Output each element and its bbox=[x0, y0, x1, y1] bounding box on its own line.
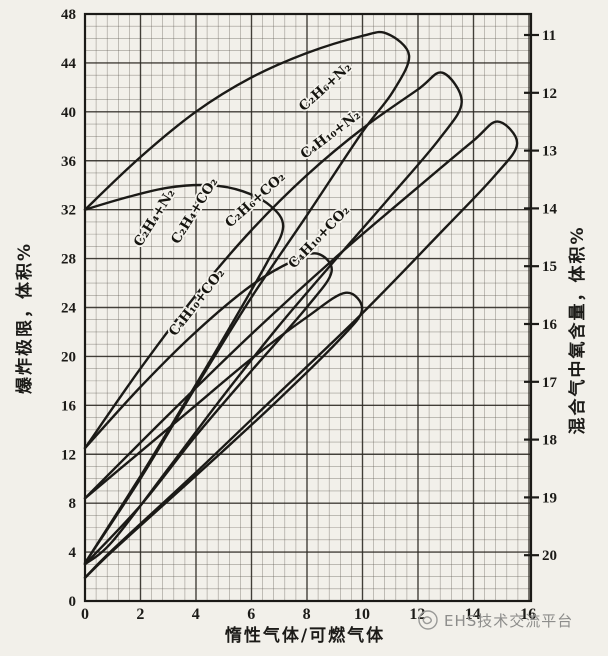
right-tick-15: 15 bbox=[542, 259, 557, 275]
x-tick-10: 10 bbox=[354, 606, 370, 623]
curve-label-6: C₄H₁₀+CO₂ bbox=[166, 266, 229, 340]
x-tick-16: 16 bbox=[520, 606, 536, 623]
left-tick-20: 20 bbox=[61, 349, 76, 365]
right-tick-16: 16 bbox=[542, 317, 558, 333]
left-tick-48: 48 bbox=[61, 7, 76, 23]
ehs-badge-glyph bbox=[422, 616, 432, 625]
left-tick-28: 28 bbox=[61, 252, 76, 268]
left-tick-36: 36 bbox=[61, 154, 77, 170]
curve-label-5: C₄H₁₀+CO₂ bbox=[285, 202, 353, 271]
curve-c2h4-co2 bbox=[83, 183, 285, 565]
right-tick-11: 11 bbox=[542, 28, 556, 44]
curve-c4h10-co2 bbox=[83, 291, 364, 579]
x-axis-title: 惰性气体/可燃气体 bbox=[225, 625, 385, 646]
x-axis: 惰性气体/可燃气体 0 2 4 6 8 10 12 14 16 bbox=[81, 606, 536, 646]
x-tick-0: 0 bbox=[81, 606, 89, 623]
right-tick-12: 12 bbox=[542, 86, 557, 102]
right-tick-17: 17 bbox=[542, 375, 558, 391]
right-tick-18: 18 bbox=[542, 433, 557, 449]
curve-c4h10-n2 bbox=[83, 120, 519, 579]
right-tick-14: 14 bbox=[542, 201, 558, 217]
curves-layer bbox=[83, 30, 519, 579]
left-tick-44: 44 bbox=[61, 56, 77, 72]
right-axis-title: 混合气中氧含量，体积% bbox=[567, 225, 588, 434]
ehs-badge-icon bbox=[418, 610, 438, 630]
right-tick-19: 19 bbox=[542, 490, 557, 506]
right-axis: 混合气中氧含量，体积% 11 12 13 14 15 16 17 18 19 20 bbox=[524, 28, 588, 564]
grid-layer bbox=[84, 13, 531, 602]
left-tick-0: 0 bbox=[69, 594, 77, 610]
left-tick-8: 8 bbox=[69, 496, 77, 512]
watermark: EHS技术交流平台 bbox=[418, 610, 573, 630]
x-tick-2: 2 bbox=[136, 606, 144, 623]
right-tick-13: 13 bbox=[542, 144, 557, 160]
left-tick-24: 24 bbox=[61, 301, 77, 317]
watermark-text: EHS技术交流平台 bbox=[444, 612, 573, 630]
left-tick-12: 12 bbox=[61, 447, 76, 463]
left-tick-4: 4 bbox=[69, 545, 77, 561]
left-tick-32: 32 bbox=[61, 203, 76, 219]
right-tick-20: 20 bbox=[542, 548, 557, 564]
x-tick-8: 8 bbox=[303, 606, 311, 623]
x-tick-6: 6 bbox=[247, 606, 255, 623]
curve-c2h6-co2 bbox=[83, 252, 333, 566]
left-tick-16: 16 bbox=[61, 398, 77, 414]
left-tick-40: 40 bbox=[61, 105, 76, 121]
curve-c2h6-n2 bbox=[83, 71, 463, 566]
x-tick-14: 14 bbox=[465, 606, 481, 623]
x-tick-12: 12 bbox=[409, 606, 425, 623]
plot-border bbox=[83, 12, 533, 603]
x-tick-4: 4 bbox=[192, 606, 200, 623]
curve-label-3: C₂H₆+N₂ bbox=[296, 59, 355, 114]
left-axis-title: 爆炸极限，体积% bbox=[14, 242, 35, 394]
